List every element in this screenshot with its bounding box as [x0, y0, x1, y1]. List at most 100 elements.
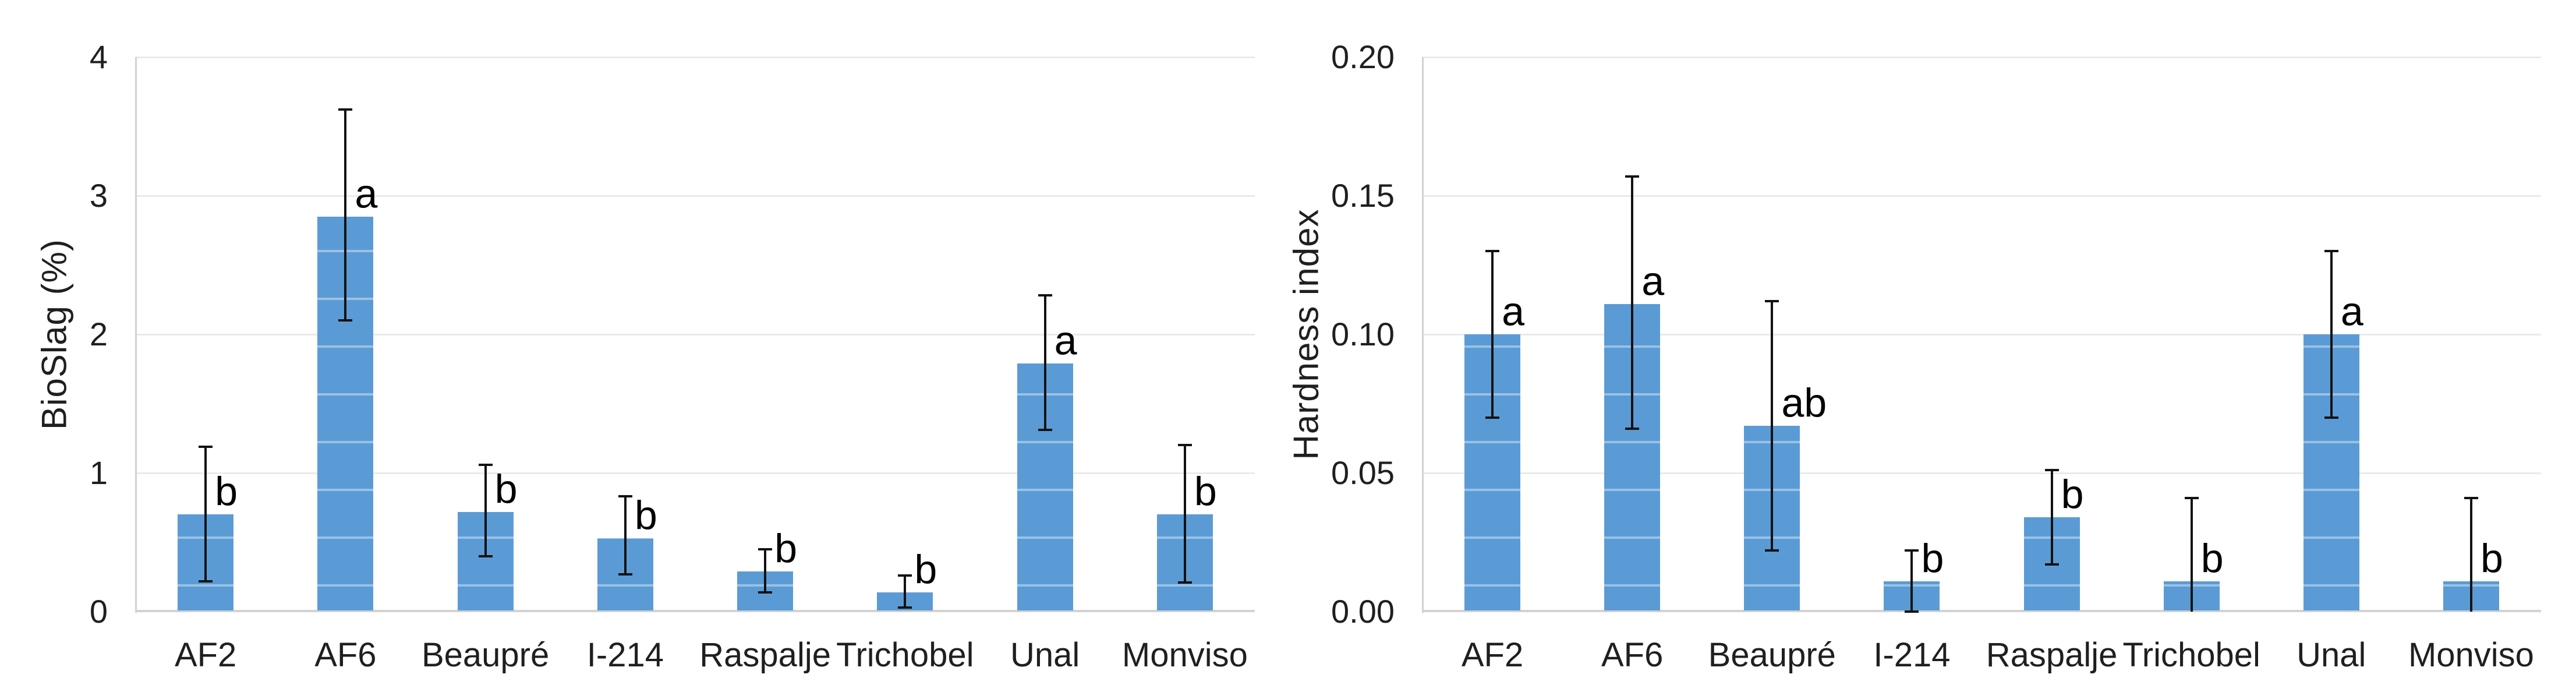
- x-category-label: Unal: [2297, 636, 2366, 674]
- error-bar-cap-top: [338, 108, 353, 111]
- gridline: [1423, 57, 2541, 58]
- x-category-label: Monviso: [2408, 636, 2534, 674]
- x-category-label: Raspalje: [1986, 636, 2118, 674]
- error-bar: [484, 464, 487, 556]
- significance-letter: a: [1641, 258, 1665, 304]
- significance-letter: b: [914, 546, 937, 592]
- error-bar-cap-bottom: [1485, 416, 1500, 419]
- error-bar-cap-bottom: [338, 319, 353, 322]
- significance-letter: ab: [1781, 380, 1827, 426]
- significance-letter: a: [355, 171, 378, 217]
- error-bar-cap-bottom: [478, 555, 493, 557]
- error-bar: [1771, 301, 1774, 551]
- error-bar-cap-top: [2184, 496, 2199, 499]
- error-bar-cap-top: [2324, 250, 2338, 253]
- x-category-label: Beaupré: [421, 636, 550, 674]
- y-tick-label: 0: [89, 593, 108, 630]
- error-bar-cap-bottom: [2324, 416, 2338, 419]
- x-category-label: I-214: [586, 636, 664, 674]
- significance-letter: a: [1054, 317, 1077, 363]
- significance-letter: b: [1921, 535, 1944, 581]
- gridline: [1423, 472, 2541, 474]
- error-bar: [1910, 550, 1913, 612]
- error-bar-cap-top: [1625, 175, 1640, 178]
- y-tick-label: 0.10: [1331, 316, 1395, 352]
- x-category-label: Monviso: [1121, 636, 1248, 674]
- x-category-label: Trichobel: [2122, 636, 2260, 674]
- gridline: [136, 334, 1255, 336]
- x-category-label: AF6: [1601, 636, 1664, 674]
- error-bar: [2330, 251, 2333, 418]
- x-category-label: Raspalje: [699, 636, 831, 674]
- significance-letter: b: [634, 492, 657, 538]
- gridline: [136, 57, 1255, 58]
- error-bar-cap-bottom: [1038, 429, 1052, 432]
- error-bar: [344, 110, 347, 321]
- error-bar-cap-bottom: [618, 573, 632, 576]
- error-bar-cap-bottom: [898, 606, 912, 609]
- error-bar: [2469, 497, 2472, 612]
- error-bar-cap-top: [898, 574, 912, 577]
- significance-letter: b: [2061, 471, 2084, 517]
- y-axis-line: [1422, 57, 1424, 613]
- error-bar: [1183, 445, 1186, 582]
- significance-letter: b: [774, 525, 798, 571]
- error-bar-cap-bottom: [199, 580, 213, 582]
- error-bar: [2190, 497, 2193, 612]
- error-bar: [1491, 251, 1494, 418]
- x-axis-line: [136, 610, 1255, 612]
- y-tick-label: 4: [89, 38, 108, 75]
- error-bar: [764, 549, 767, 592]
- significance-letter: a: [1502, 288, 1524, 334]
- significance-letter: a: [2340, 288, 2363, 334]
- error-bar-cap-bottom: [758, 591, 773, 594]
- error-bar-cap-bottom: [1625, 427, 1640, 430]
- error-bar-cap-bottom: [1905, 610, 1919, 613]
- gridline: [1423, 334, 2541, 336]
- error-bar-cap-top: [1177, 444, 1192, 447]
- error-bar-cap-top: [2464, 496, 2478, 499]
- significance-letter: b: [215, 468, 238, 514]
- error-bar-cap-top: [199, 445, 213, 448]
- significance-letter: b: [2480, 535, 2503, 581]
- error-bar: [2050, 470, 2053, 565]
- error-bar: [1043, 295, 1046, 430]
- error-bar-cap-bottom: [1177, 581, 1192, 584]
- y-tick-label: 3: [89, 177, 108, 214]
- error-bar-cap-top: [2044, 469, 2059, 472]
- error-bar-cap-top: [478, 463, 493, 466]
- gridline: [136, 195, 1255, 197]
- error-bar-cap-top: [1485, 250, 1500, 253]
- error-bar: [1631, 176, 1634, 429]
- y-axis-line: [135, 57, 137, 613]
- y-tick-label: 0.00: [1331, 593, 1395, 630]
- y-tick-label: 0.15: [1331, 177, 1395, 214]
- error-bar-cap-bottom: [2044, 563, 2059, 566]
- error-bar: [624, 496, 627, 574]
- bar: [457, 511, 514, 610]
- significance-letter: b: [494, 466, 518, 512]
- y-tick-label: 0.20: [1331, 38, 1395, 75]
- x-category-label: I-214: [1873, 636, 1951, 674]
- error-bar-cap-top: [618, 495, 632, 498]
- error-bar: [204, 446, 207, 581]
- significance-letter: b: [1194, 468, 1217, 514]
- y-tick-label: 0.05: [1331, 454, 1395, 491]
- gridline: [136, 472, 1255, 474]
- x-category-label: Unal: [1010, 636, 1080, 674]
- gridline: [1423, 195, 2541, 197]
- x-category-label: AF2: [174, 636, 237, 674]
- x-category-label: AF6: [314, 636, 377, 674]
- error-bar-cap-top: [1038, 294, 1052, 297]
- y-tick-label: 1: [89, 454, 108, 491]
- x-category-label: Beaupré: [1708, 636, 1836, 674]
- y-tick-label: 2: [89, 316, 108, 352]
- error-bar-cap-bottom: [1765, 549, 1779, 552]
- significance-letter: b: [2200, 535, 2224, 581]
- error-bar: [904, 576, 907, 608]
- error-bar-cap-top: [1905, 549, 1919, 552]
- error-bar-cap-top: [1765, 299, 1779, 302]
